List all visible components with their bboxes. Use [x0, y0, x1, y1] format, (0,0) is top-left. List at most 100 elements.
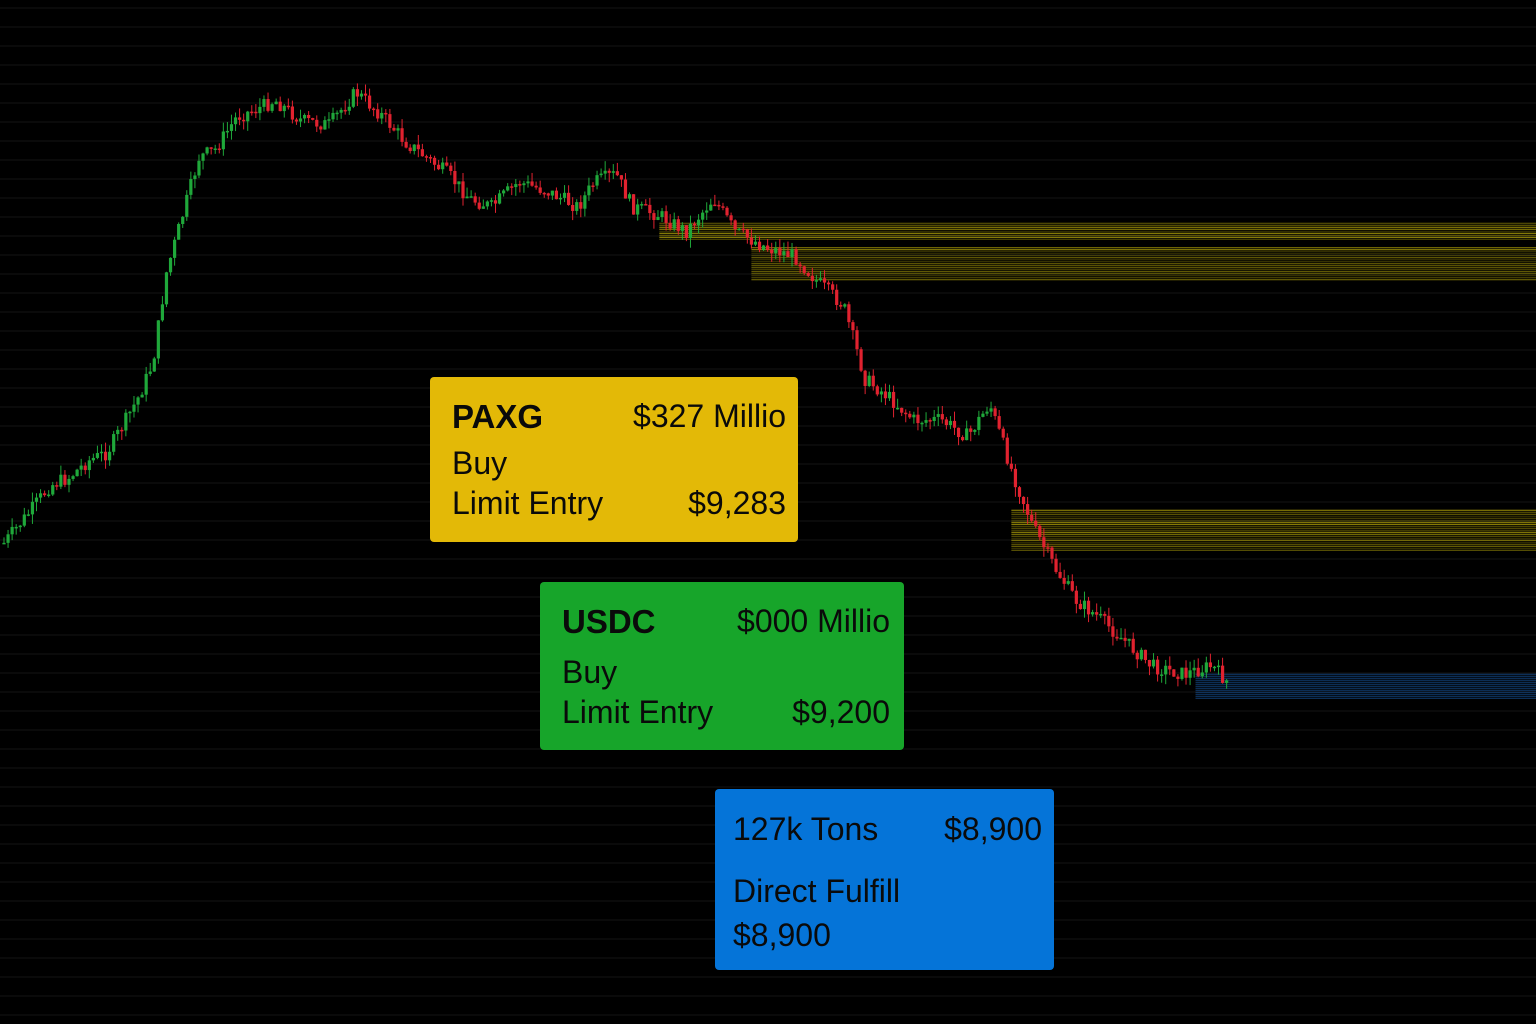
candle-body	[189, 179, 193, 195]
candle-body	[75, 469, 79, 477]
order-card-tons[interactable]: 127k Tons $8,900 Direct Fulfill $8,900	[715, 789, 1054, 970]
candle-body	[770, 249, 774, 254]
candle-body	[213, 148, 217, 151]
candle-body	[489, 200, 494, 202]
candle-body	[1074, 590, 1078, 604]
candle-body	[1135, 652, 1139, 660]
paxg-order-type: Limit Entry	[452, 485, 604, 521]
candle-body	[416, 144, 420, 150]
candle-body	[936, 414, 940, 417]
candle-body	[152, 358, 156, 372]
candle-body	[912, 414, 916, 418]
candle-body	[197, 160, 201, 176]
candle-body	[692, 223, 697, 226]
candle-body	[1164, 665, 1168, 675]
candle-body	[347, 106, 351, 111]
order-card-usdc[interactable]: USDC $000 Millio Buy Limit Entry $9,200	[540, 582, 904, 750]
candle-body	[250, 111, 254, 114]
candle-body	[985, 411, 989, 414]
candle-body	[615, 171, 619, 176]
candle-body	[323, 120, 327, 130]
candle-body	[254, 111, 258, 114]
candle-body	[737, 228, 741, 231]
candle-body	[644, 204, 648, 206]
candle-body	[14, 526, 18, 529]
candle-body	[1180, 667, 1184, 679]
usdc-side: Buy	[562, 654, 618, 690]
candle-body	[396, 128, 400, 131]
candle-body	[656, 217, 660, 220]
candle-body	[26, 514, 30, 516]
candle-body	[1050, 547, 1054, 559]
candle-body	[6, 534, 10, 543]
candle-body	[989, 408, 993, 412]
candle-body	[237, 117, 242, 120]
candle-body	[177, 223, 181, 240]
candle-body	[863, 370, 867, 386]
candle-body	[619, 175, 624, 180]
candle-body	[1139, 649, 1143, 660]
candle-body	[193, 175, 197, 180]
candle-body	[22, 514, 26, 526]
candle-body	[522, 183, 526, 186]
paxg-asset: PAXG	[452, 398, 544, 435]
candle-body	[453, 170, 457, 185]
candle-body	[1176, 676, 1180, 679]
candle-body	[603, 170, 607, 174]
candle-body	[1078, 603, 1083, 610]
candle-body	[278, 101, 282, 112]
candle-body	[173, 239, 177, 258]
candle-body	[307, 114, 311, 119]
candle-body	[18, 525, 22, 528]
candle-body	[822, 278, 827, 283]
candle-body	[140, 394, 144, 398]
candle-body	[993, 408, 997, 417]
candle-body	[79, 465, 83, 470]
candle-body	[749, 237, 753, 245]
candle-body	[1009, 463, 1013, 469]
candle-body	[465, 196, 469, 199]
candle-body	[916, 414, 920, 424]
candle-body	[672, 219, 676, 229]
candle-body	[160, 304, 165, 321]
candle-body	[688, 223, 693, 239]
candle-body	[660, 211, 664, 218]
candle-body	[298, 118, 303, 122]
candle-body	[652, 213, 656, 220]
candle-body	[798, 264, 802, 267]
candle-body	[920, 422, 924, 425]
candle-body	[835, 289, 839, 305]
order-card-paxg[interactable]: PAXG $327 Millio Buy Limit Entry $9,283	[430, 377, 798, 542]
candle-body	[1091, 612, 1095, 615]
candle-body	[761, 245, 766, 250]
candle-body	[103, 451, 108, 461]
candle-body	[384, 112, 388, 115]
candle-body	[887, 391, 892, 399]
candle-body	[826, 282, 831, 285]
candle-body	[753, 241, 758, 245]
candle-body	[745, 229, 749, 238]
candle-body	[156, 320, 160, 359]
candle-body	[680, 225, 684, 231]
candle-body	[713, 204, 717, 207]
paxg-amount: $327 Millio	[633, 398, 786, 434]
candle-body	[867, 375, 871, 386]
candle-body	[327, 119, 331, 121]
candle-body	[404, 141, 408, 148]
candle-body	[457, 181, 461, 185]
candle-body	[814, 280, 818, 282]
candle-body	[1058, 571, 1062, 578]
candle-body	[128, 411, 132, 414]
candle-body	[940, 414, 944, 420]
candle-body	[676, 219, 680, 231]
candle-body	[1017, 487, 1022, 497]
candle-body	[392, 127, 396, 131]
paxg-side: Buy	[452, 445, 508, 481]
candle-body	[944, 419, 948, 426]
usdc-price: $9,200	[792, 694, 890, 730]
candle-body	[896, 407, 900, 410]
candle-body	[806, 272, 810, 276]
candle-body	[664, 211, 668, 223]
candle-body	[1030, 514, 1034, 521]
candle-body	[733, 220, 737, 230]
